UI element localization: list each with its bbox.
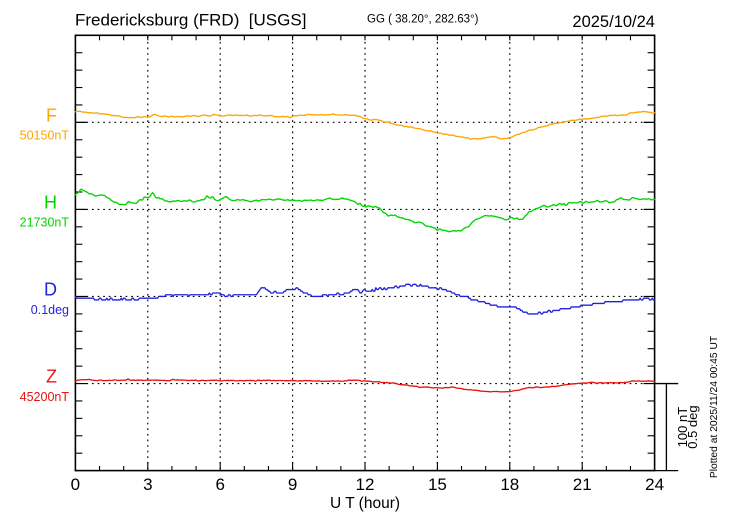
trace-H — [74, 188, 656, 233]
trace-letter-Z: Z — [46, 367, 57, 387]
grid-lines — [147, 36, 583, 470]
trace-letter-H: H — [44, 192, 57, 212]
x-tick-label: 9 — [288, 475, 297, 494]
scale-bar-label-deg: 0.5 deg — [685, 405, 700, 448]
trace-baseline-label-Z: 45200nT — [20, 390, 70, 404]
scale-bar: 100 nT0.5 deg — [654, 382, 700, 472]
trace-F — [74, 110, 656, 140]
plot-border — [74, 34, 656, 472]
plot-frame — [74, 34, 656, 472]
trace-Z — [74, 378, 656, 393]
trace-letter-D: D — [44, 279, 57, 299]
scale-bar-label-nt: 100 nT — [675, 407, 690, 448]
x-tick-label: 12 — [356, 475, 375, 494]
axis-ticks — [75, 35, 655, 471]
x-tick-label: 0 — [71, 475, 80, 494]
traces — [74, 110, 656, 393]
trace-D — [74, 283, 656, 315]
station-title: Fredericksburg (FRD) [USGS] — [75, 11, 306, 30]
x-axis-title: U T (hour) — [330, 495, 400, 512]
trace-labels: F 50150nT H 21730nT D 0.1deg Z 45200nT — [20, 105, 70, 403]
trace-letter-F: F — [46, 105, 57, 125]
trace-baseline-label-F: 50150nT — [20, 129, 70, 143]
x-tick-label: 3 — [143, 475, 152, 494]
plot-date: 2025/10/24 — [572, 13, 655, 31]
x-tick-label: 6 — [215, 475, 224, 494]
geographic-coordinates-label: GG ( 38.20°, 282.63°) — [367, 14, 479, 26]
plotted-at-note: Plotted at 2025/11/24 00:45 UT — [709, 335, 720, 478]
trace-baseline-label-D: 0.1deg — [31, 303, 69, 317]
trace-baseline-label-H: 21730nT — [20, 216, 70, 230]
x-tick-labels: 0 3 6 9 12 15 18 21 24 — [71, 475, 664, 494]
x-tick-label: 21 — [573, 475, 592, 494]
x-tick-label: 18 — [500, 475, 519, 494]
x-tick-label: 15 — [428, 475, 447, 494]
x-tick-label: 24 — [645, 475, 664, 494]
